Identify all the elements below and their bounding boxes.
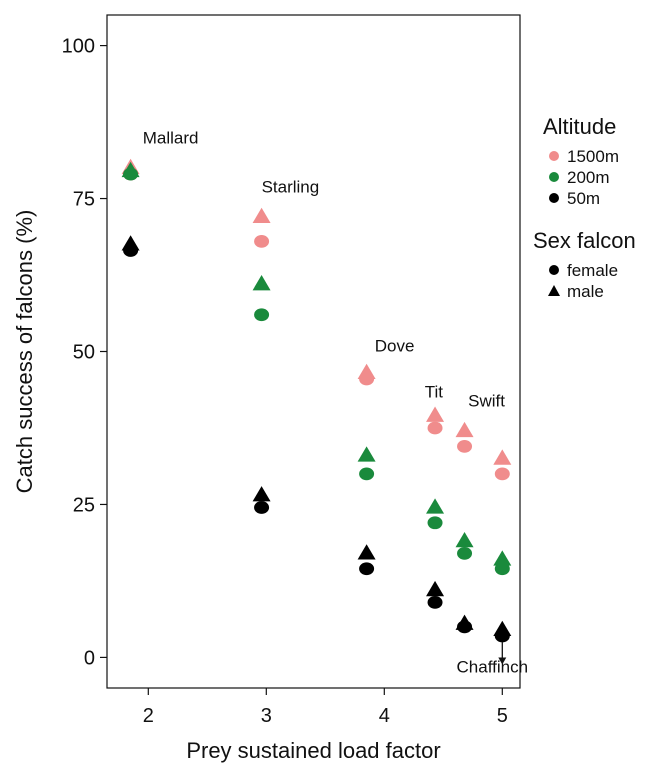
annotation-dove: Dove xyxy=(375,337,415,356)
y-tick-label: 50 xyxy=(73,342,95,364)
legend-sex-marker xyxy=(548,285,560,296)
y-tick-label: 100 xyxy=(62,36,95,58)
y-axis: 0 25 50 75 100 xyxy=(62,36,107,669)
point-1500m-female xyxy=(494,467,510,481)
point-50m-female xyxy=(254,501,270,514)
point-200m-female xyxy=(359,467,375,481)
legend: Altitude 1500m 200m 50m Sex falcon female male xyxy=(533,114,636,301)
legend-sex-label: female xyxy=(567,261,618,280)
point-200m-male xyxy=(357,446,376,462)
legend-sex-marker xyxy=(549,265,559,275)
point-1500m-male xyxy=(426,406,445,422)
point-1500m-male xyxy=(455,421,474,438)
point-50m-male xyxy=(252,486,271,502)
data-points xyxy=(121,158,512,643)
point-1500m-female xyxy=(254,234,270,248)
point-200m-male xyxy=(493,550,512,566)
legend-altitude-marker xyxy=(549,151,559,161)
point-1500m-male xyxy=(357,363,376,380)
point-200m-male xyxy=(426,498,445,514)
point-200m-female xyxy=(254,308,270,322)
point-50m-male xyxy=(357,544,376,560)
legend-altitude-label: 200m xyxy=(567,168,610,187)
x-axis: 2 3 4 5 xyxy=(143,688,508,727)
point-1500m-male xyxy=(252,207,271,224)
chaffinch-arrow xyxy=(498,642,507,665)
point-200m-female xyxy=(457,547,473,560)
point-50m-male xyxy=(121,235,140,251)
point-200m-female xyxy=(427,516,443,530)
annotation-chaffinch: Chaffinch xyxy=(457,658,529,677)
legend-altitude-marker xyxy=(549,193,559,203)
legend-altitude-label: 1500m xyxy=(567,147,619,166)
point-1500m-female xyxy=(427,421,443,435)
point-50m-female xyxy=(359,562,375,576)
point-50m-male xyxy=(426,580,445,597)
x-tick-label: 5 xyxy=(497,705,508,727)
point-200m-male xyxy=(121,161,140,178)
legend-altitude-marker xyxy=(549,172,559,182)
point-50m-male xyxy=(455,614,474,630)
x-tick-label: 4 xyxy=(379,705,390,727)
annotation-swift: Swift xyxy=(468,392,505,411)
y-tick-label: 75 xyxy=(73,189,95,211)
x-tick-label: 3 xyxy=(261,705,272,727)
point-50m-female xyxy=(427,595,443,609)
point-200m-male xyxy=(252,275,271,291)
y-tick-label: 25 xyxy=(73,494,95,516)
annotation-starling: Starling xyxy=(262,177,320,196)
y-axis-title: Catch success of falcons (%) xyxy=(12,210,37,494)
point-50m-male xyxy=(493,620,512,636)
x-axis-title: Prey sustained load factor xyxy=(186,738,440,763)
annotation-mallard: Mallard xyxy=(143,128,199,147)
arrow-head xyxy=(498,657,507,665)
species-annotations: Mallard Starling Dove Tit Swift Chaffinch xyxy=(143,128,528,676)
legend-altitude-label: 50m xyxy=(567,189,600,208)
plot-frame xyxy=(106,14,521,689)
legend-sex-title: Sex falcon xyxy=(533,228,636,253)
point-1500m-female xyxy=(457,439,473,453)
x-tick-label: 2 xyxy=(143,705,154,727)
point-200m-male xyxy=(455,531,474,548)
annotation-tit: Tit xyxy=(425,382,444,401)
legend-sex-label: male xyxy=(567,282,604,301)
point-1500m-male xyxy=(493,449,512,465)
y-tick-label: 0 xyxy=(84,647,95,669)
legend-altitude-title: Altitude xyxy=(543,114,616,139)
